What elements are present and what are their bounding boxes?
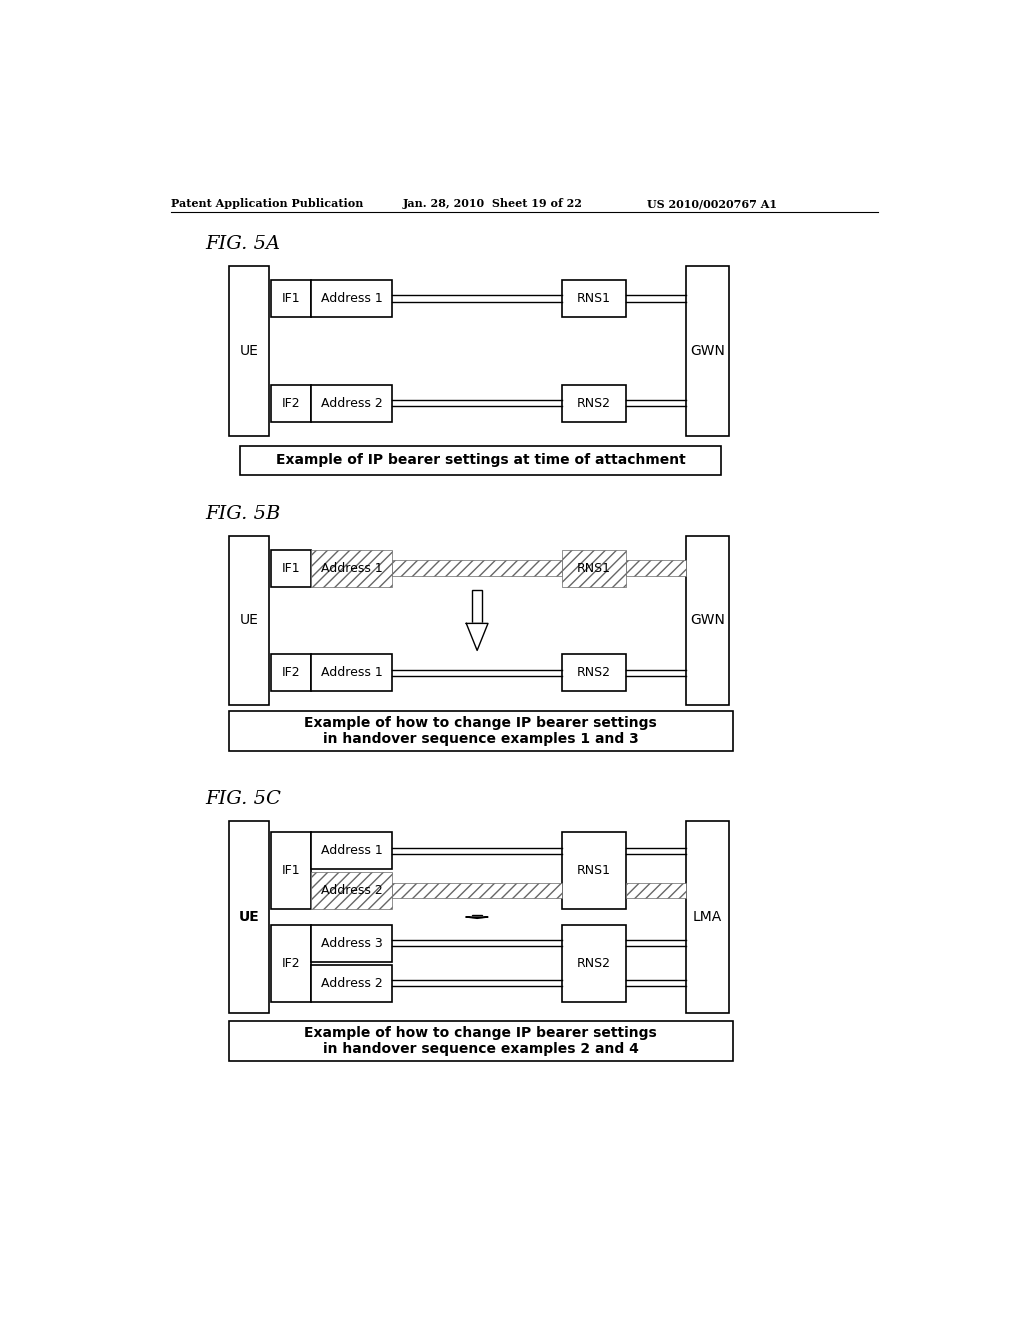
Text: Address 1: Address 1 — [321, 292, 382, 305]
Polygon shape — [466, 623, 488, 651]
Bar — [392, 883, 562, 899]
Text: IF1: IF1 — [282, 292, 300, 305]
Bar — [228, 536, 269, 705]
Text: Patent Application Publication: Patent Application Publication — [171, 198, 364, 210]
Text: IF1: IF1 — [282, 865, 300, 878]
Text: Address 1: Address 1 — [321, 561, 382, 574]
Bar — [311, 924, 392, 961]
Text: Address 2: Address 2 — [321, 397, 382, 409]
Text: UE: UE — [239, 909, 259, 924]
Text: Address 1: Address 1 — [321, 843, 382, 857]
Text: RNS1: RNS1 — [577, 865, 610, 878]
Text: RNS1: RNS1 — [577, 561, 610, 574]
Text: UE: UE — [240, 345, 258, 358]
Bar — [686, 267, 729, 436]
Text: IF2: IF2 — [282, 397, 300, 409]
Bar — [311, 873, 392, 909]
Text: FIG. 5C: FIG. 5C — [206, 789, 282, 808]
Bar — [562, 549, 626, 586]
Bar — [392, 560, 562, 576]
Bar — [562, 924, 626, 1002]
Text: Jan. 28, 2010  Sheet 19 of 22: Jan. 28, 2010 Sheet 19 of 22 — [403, 198, 583, 210]
Bar — [270, 924, 311, 1002]
Bar — [562, 385, 626, 422]
Bar — [562, 280, 626, 317]
Text: RNS1: RNS1 — [577, 292, 610, 305]
Text: Address 2: Address 2 — [321, 884, 382, 898]
Bar — [686, 821, 729, 1014]
Bar — [228, 711, 732, 751]
Text: LMA: LMA — [692, 909, 722, 924]
Bar — [311, 832, 392, 869]
Text: FIG. 5B: FIG. 5B — [206, 506, 281, 523]
Text: RNS2: RNS2 — [577, 957, 610, 970]
Text: IF1: IF1 — [282, 561, 300, 574]
Text: RNS2: RNS2 — [577, 667, 610, 680]
Text: Example of how to change IP bearer settings
in handover sequence examples 2 and : Example of how to change IP bearer setti… — [304, 1026, 657, 1056]
Bar — [626, 560, 686, 576]
Bar — [311, 655, 392, 692]
Text: Address 3: Address 3 — [321, 936, 382, 949]
Bar — [228, 1020, 732, 1061]
Bar — [311, 549, 392, 586]
Text: US 2010/0020767 A1: US 2010/0020767 A1 — [647, 198, 777, 210]
Text: GWN: GWN — [690, 345, 725, 358]
Bar — [228, 821, 269, 1014]
Bar — [686, 536, 729, 705]
Bar — [270, 655, 311, 692]
Bar — [270, 385, 311, 422]
Text: Address 2: Address 2 — [321, 977, 382, 990]
Text: Example of how to change IP bearer settings
in handover sequence examples 1 and : Example of how to change IP bearer setti… — [304, 717, 657, 746]
Bar — [472, 915, 481, 917]
Bar — [626, 883, 686, 899]
Bar — [270, 549, 311, 586]
Bar — [241, 446, 721, 475]
Text: IF2: IF2 — [282, 667, 300, 680]
Text: Address 1: Address 1 — [321, 667, 382, 680]
Bar — [270, 832, 311, 909]
Text: FIG. 5A: FIG. 5A — [206, 235, 281, 253]
Polygon shape — [466, 917, 488, 919]
Bar — [311, 385, 392, 422]
Bar — [472, 590, 481, 623]
Bar — [270, 280, 311, 317]
Bar — [311, 280, 392, 317]
Bar — [562, 655, 626, 692]
Text: GWN: GWN — [690, 614, 725, 627]
Bar — [228, 267, 269, 436]
Text: RNS2: RNS2 — [577, 397, 610, 409]
Text: IF2: IF2 — [282, 957, 300, 970]
Bar — [311, 965, 392, 1002]
Text: UE: UE — [240, 614, 258, 627]
Bar — [562, 832, 626, 909]
Text: Example of IP bearer settings at time of attachment: Example of IP bearer settings at time of… — [275, 453, 685, 467]
